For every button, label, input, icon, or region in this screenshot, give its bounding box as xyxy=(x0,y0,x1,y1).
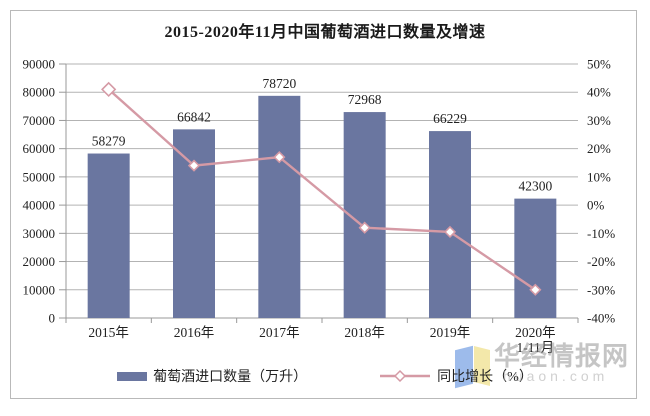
legend-item-line: 同比增长（%） xyxy=(379,366,533,386)
bar-series-swatch xyxy=(117,371,148,381)
line-marker xyxy=(273,151,286,164)
left-axis-tick-label: 80000 xyxy=(23,85,56,100)
left-axis-tick-label: 90000 xyxy=(23,57,56,72)
watermark-text: 华经情报网 xyxy=(494,341,630,371)
legend: 葡萄酒进口数量（万升） 同比增长（%） xyxy=(0,366,650,386)
right-axis-tick-label: 20% xyxy=(587,141,611,156)
right-axis-tick-label: -40% xyxy=(587,311,615,326)
right-axis-tick-label: 50% xyxy=(587,57,611,72)
right-axis-tick-label: 0% xyxy=(587,198,605,213)
legend-item-bar: 葡萄酒进口数量（万升） xyxy=(117,366,307,386)
left-axis-tick-label: 20000 xyxy=(23,254,56,269)
x-axis-category-label: 2020年 xyxy=(515,325,556,340)
line-marker xyxy=(443,225,457,239)
right-axis-tick-label: 40% xyxy=(587,85,611,100)
growth-line xyxy=(107,88,537,291)
bar-data-label: 42300 xyxy=(518,179,552,194)
left-axis-tick-label: 0 xyxy=(49,311,56,326)
left-axis-tick-label: 60000 xyxy=(23,141,56,156)
left-axis-tick-label: 50000 xyxy=(23,169,56,184)
legend-line-label: 同比增长（%） xyxy=(437,370,533,385)
line-marker xyxy=(101,81,117,98)
line-marker xyxy=(529,283,542,296)
x-axis-category-label: 2017年 xyxy=(259,325,300,340)
bar-data-label: 58279 xyxy=(92,134,126,149)
chart-title: 2015-2020年11月中国葡萄酒进口数量及增速 xyxy=(164,24,486,41)
left-axis-tick-label: 10000 xyxy=(23,282,56,297)
bar xyxy=(514,198,557,318)
x-axis-category-label: 2018年 xyxy=(344,325,385,340)
line-series-swatch xyxy=(380,369,431,383)
bar-data-label: 66229 xyxy=(433,111,467,126)
right-axis-tick-label: -10% xyxy=(587,226,615,241)
left-axis-tick-label: 30000 xyxy=(23,226,56,241)
bar xyxy=(429,131,471,318)
bar-data-label: 72968 xyxy=(348,92,382,107)
right-axis-tick-label: -20% xyxy=(587,254,615,269)
bar xyxy=(258,95,301,319)
x-axis-category-label: 2016年 xyxy=(174,325,215,340)
x-axis-category-label: 2015年 xyxy=(88,325,129,340)
left-axis-tick-label: 40000 xyxy=(23,198,56,213)
x-axis-category-label: 2019年 xyxy=(430,325,471,340)
legend-bar-label: 葡萄酒进口数量（万升） xyxy=(153,370,308,385)
right-axis-tick-label: -30% xyxy=(587,282,615,297)
bar-data-label: 78720 xyxy=(262,76,296,91)
left-axis-tick-label: 70000 xyxy=(23,113,56,128)
right-axis-tick-label: 30% xyxy=(587,113,611,128)
x-axis-category-label: 1-11月 xyxy=(516,340,554,355)
line-marker xyxy=(358,221,371,234)
bar xyxy=(173,129,215,318)
bar xyxy=(87,153,130,318)
right-axis-tick-label: 10% xyxy=(587,169,611,184)
bar-data-label: 66842 xyxy=(177,109,211,124)
watermark-site: huaon.com xyxy=(503,368,609,384)
line-marker xyxy=(187,159,201,172)
